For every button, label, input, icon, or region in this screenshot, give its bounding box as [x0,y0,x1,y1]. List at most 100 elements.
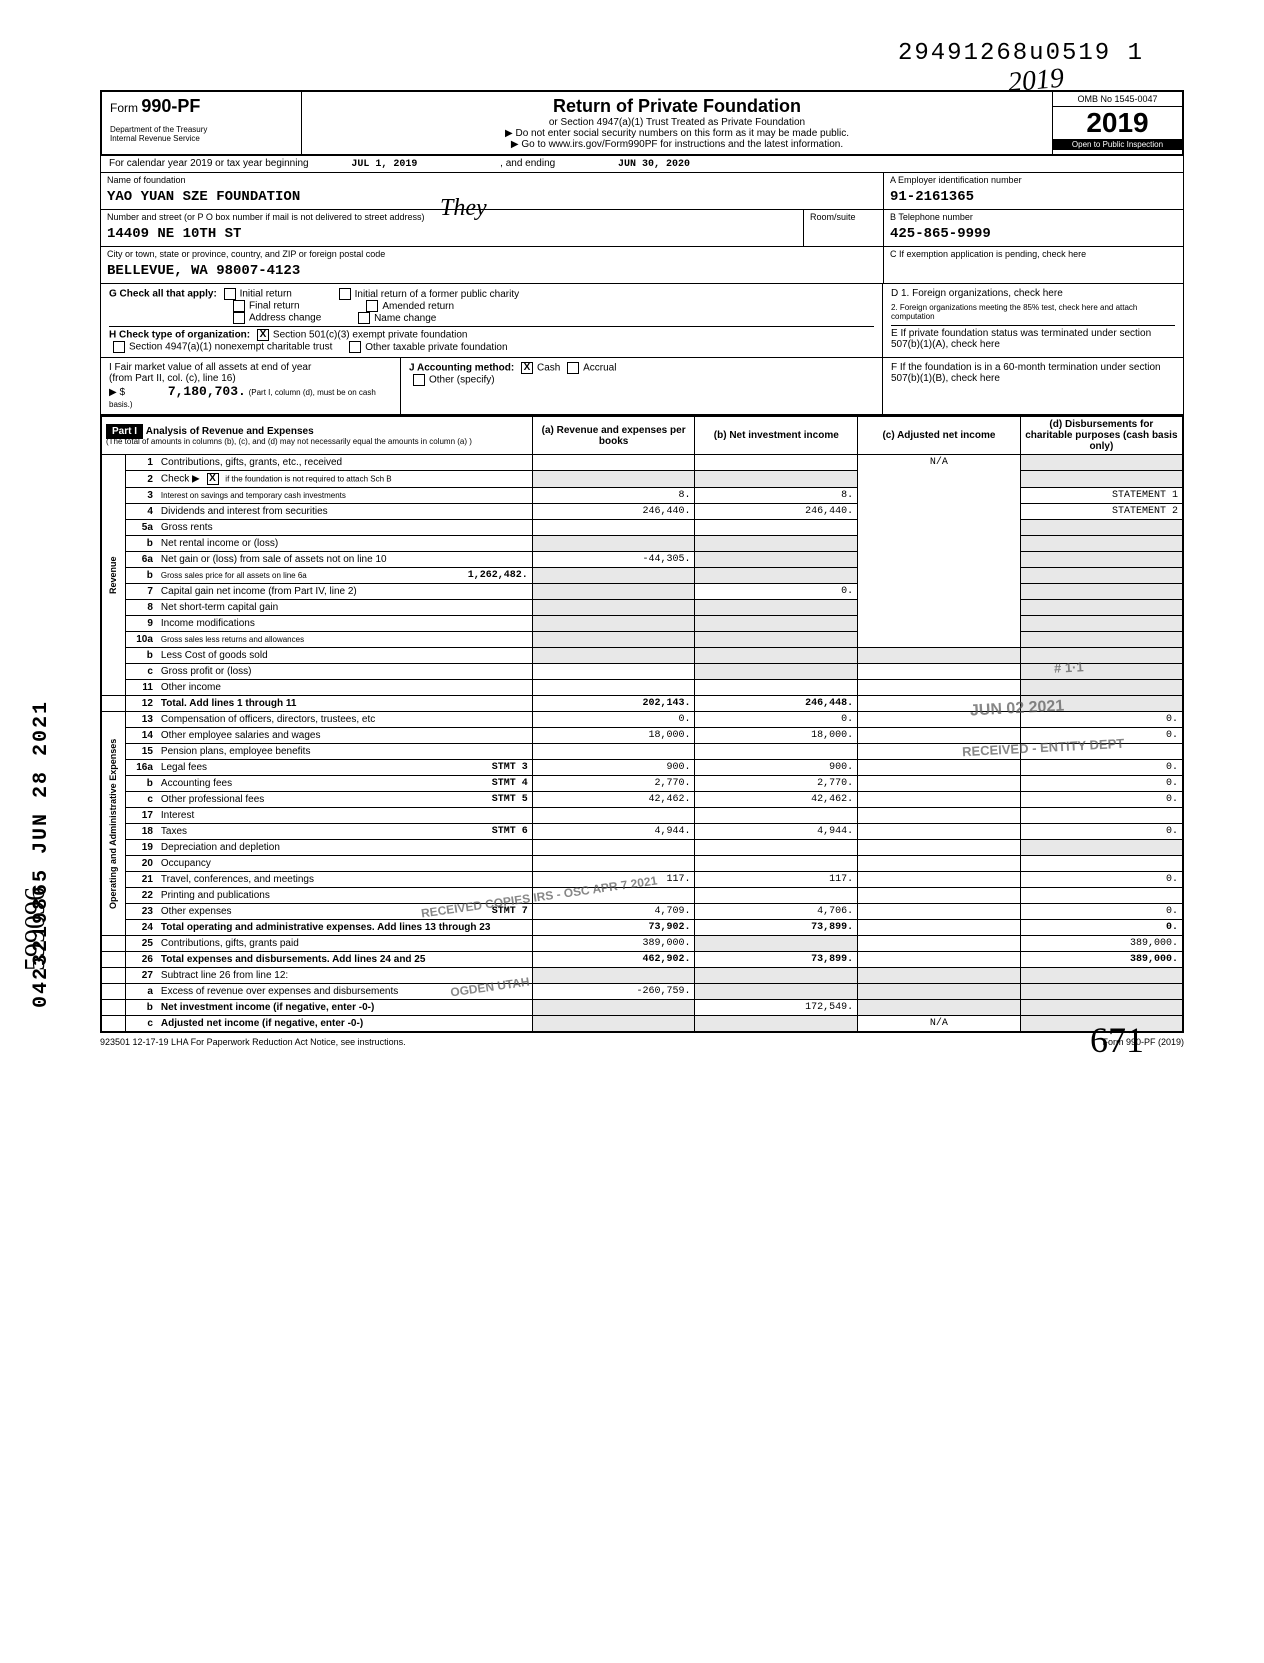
form-header: Form 990-PF Department of the Treasury I… [100,90,1184,156]
line-6a-desc: Net gain or (loss) from sale of assets n… [157,552,532,568]
line-16a-b: 900. [695,760,858,776]
line-16b-b: 2,770. [695,776,858,792]
line-12-a: 202,143. [532,696,695,712]
line-3-b: 8. [695,488,858,504]
line-16a-a: 900. [532,760,695,776]
ein-value: 91-2161365 [884,187,1183,209]
line-18-stmt: STMT 6 [492,826,528,837]
table-row: 4Dividends and interest from securities2… [101,504,1183,520]
line-26-b: 73,899. [695,952,858,968]
line-16b-desc: Accounting fees [161,778,232,789]
city-state-zip: BELLEVUE, WA 98007-4123 [101,261,883,283]
cash-checkbox[interactable] [521,362,533,374]
initial-former-checkbox[interactable] [339,288,351,300]
line-27b-desc: Net investment income (if negative, ente… [161,1002,374,1013]
table-row: bGross sales price for all assets on lin… [101,568,1183,584]
501c3-checkbox[interactable] [257,329,269,341]
table-row: 7Capital gain net income (from Part IV, … [101,584,1183,600]
phone-label: B Telephone number [884,210,1183,224]
public-inspection: Open to Public Inspection [1053,139,1182,150]
line-25-desc: Contributions, gifts, grants paid [157,936,532,952]
document-code: 29491268u0519 1 [898,40,1144,67]
form-subtitle-2: ▶ Do not enter social security numbers o… [306,128,1048,139]
tax-year-start: JUL 1, 2019 [351,159,417,170]
fmv-label: I Fair market value of all assets at end… [109,362,392,373]
line-11-desc: Other income [157,680,532,696]
form-subtitle-1: or Section 4947(a)(1) Trust Treated as P… [306,117,1048,128]
table-row: 24Total operating and administrative exp… [101,920,1183,936]
line-6b-val: 1,262,482. [468,570,528,581]
line-16a-desc: Legal fees [161,762,207,773]
line-10a-desc: Gross sales less returns and allowances [157,632,532,648]
ein-label: A Employer identification number [884,173,1183,187]
part1-subtitle: (The total of amounts in columns (b), (c… [106,437,528,446]
line-14-a: 18,000. [532,728,695,744]
line-14-desc: Other employee salaries and wages [157,728,532,744]
line-24-d: 0. [1020,920,1183,936]
line-18-a: 4,944. [532,824,695,840]
irs-label: Internal Revenue Service [110,134,293,143]
line-23-d: 0. [1020,904,1183,920]
line-16b-stmt: STMT 4 [492,778,528,789]
handwritten-left-code: 599096 [20,887,52,971]
line-15-desc: Pension plans, employee benefits [157,744,532,760]
col-b-header: (b) Net investment income [695,416,858,455]
line-18-b: 4,944. [695,824,858,840]
table-row: bAccounting feesSTMT 42,770.2,770.0. [101,776,1183,792]
form-number: 990-PF [141,96,200,116]
line-27c-desc: Adjusted net income (if negative, enter … [161,1018,363,1029]
fmv-value: 7,180,703. [168,384,246,399]
accrual-checkbox[interactable] [567,362,579,374]
name-change-checkbox[interactable] [358,312,370,324]
4947-checkbox[interactable] [113,341,125,353]
final-return-checkbox[interactable] [233,300,245,312]
g-label: G Check all that apply: [109,289,217,300]
line-2-checkbox[interactable] [207,473,219,485]
line-27c-c: N/A [858,1016,1021,1033]
table-row: cOther professional feesSTMT 542,462.42,… [101,792,1183,808]
line-19-desc: Depreciation and depletion [157,840,532,856]
form-prefix: Form [110,101,138,115]
room-label: Room/suite [804,210,883,224]
handwritten-bottom: 671 [1090,1019,1144,1061]
line-4-desc: Dividends and interest from securities [157,504,532,520]
other-taxable-checkbox[interactable] [349,341,361,353]
cash-label: Cash [537,363,560,374]
address-change-checkbox[interactable] [233,312,245,324]
line-27b-b: 172,549. [695,1000,858,1016]
amended-checkbox[interactable] [366,300,378,312]
line-10b-desc: Less Cost of goods sold [157,648,532,664]
line-4-a: 246,440. [532,504,695,520]
line-3-a: 8. [532,488,695,504]
table-row: bLess Cost of goods sold [101,648,1183,664]
initial-return-checkbox[interactable] [224,288,236,300]
line-26-d: 389,000. [1020,952,1183,968]
form-year: 2019 [1053,107,1182,139]
foundation-name: YAO YUAN SZE FOUNDATION [101,187,883,209]
line-18-desc: Taxes [161,826,187,837]
j-label: J Accounting method: [409,363,514,374]
h-label: H Check type of organization: [109,330,250,341]
line-10c-desc: Gross profit or (loss) [157,664,532,680]
c-exemption-label: C If exemption application is pending, c… [884,247,1183,261]
table-row: 11Other income [101,680,1183,696]
omb-number: OMB No 1545-0047 [1053,92,1182,107]
line-25-d: 389,000. [1020,936,1183,952]
line-23-desc: Other expenses [161,906,232,917]
line-25-a: 389,000. [532,936,695,952]
revenue-side-label: Revenue [101,455,125,696]
col-a-header: (a) Revenue and expenses per books [532,416,695,455]
e-label: E If private foundation status was termi… [891,325,1175,350]
table-row: 25Contributions, gifts, grants paid389,0… [101,936,1183,952]
table-row: 17Interest [101,808,1183,824]
line-13-a: 0. [532,712,695,728]
line-7-b: 0. [695,584,858,600]
table-row: bNet rental income or (loss) [101,536,1183,552]
line-16c-stmt: STMT 5 [492,794,528,805]
street-address: 14409 NE 10TH ST [101,224,803,246]
check-section-g: G Check all that apply: Initial return I… [100,284,1184,358]
line-18-d: 0. [1020,824,1183,840]
line-16a-d: 0. [1020,760,1183,776]
other-method-checkbox[interactable] [413,374,425,386]
f-label: F If the foundation is in a 60-month ter… [891,362,1175,384]
